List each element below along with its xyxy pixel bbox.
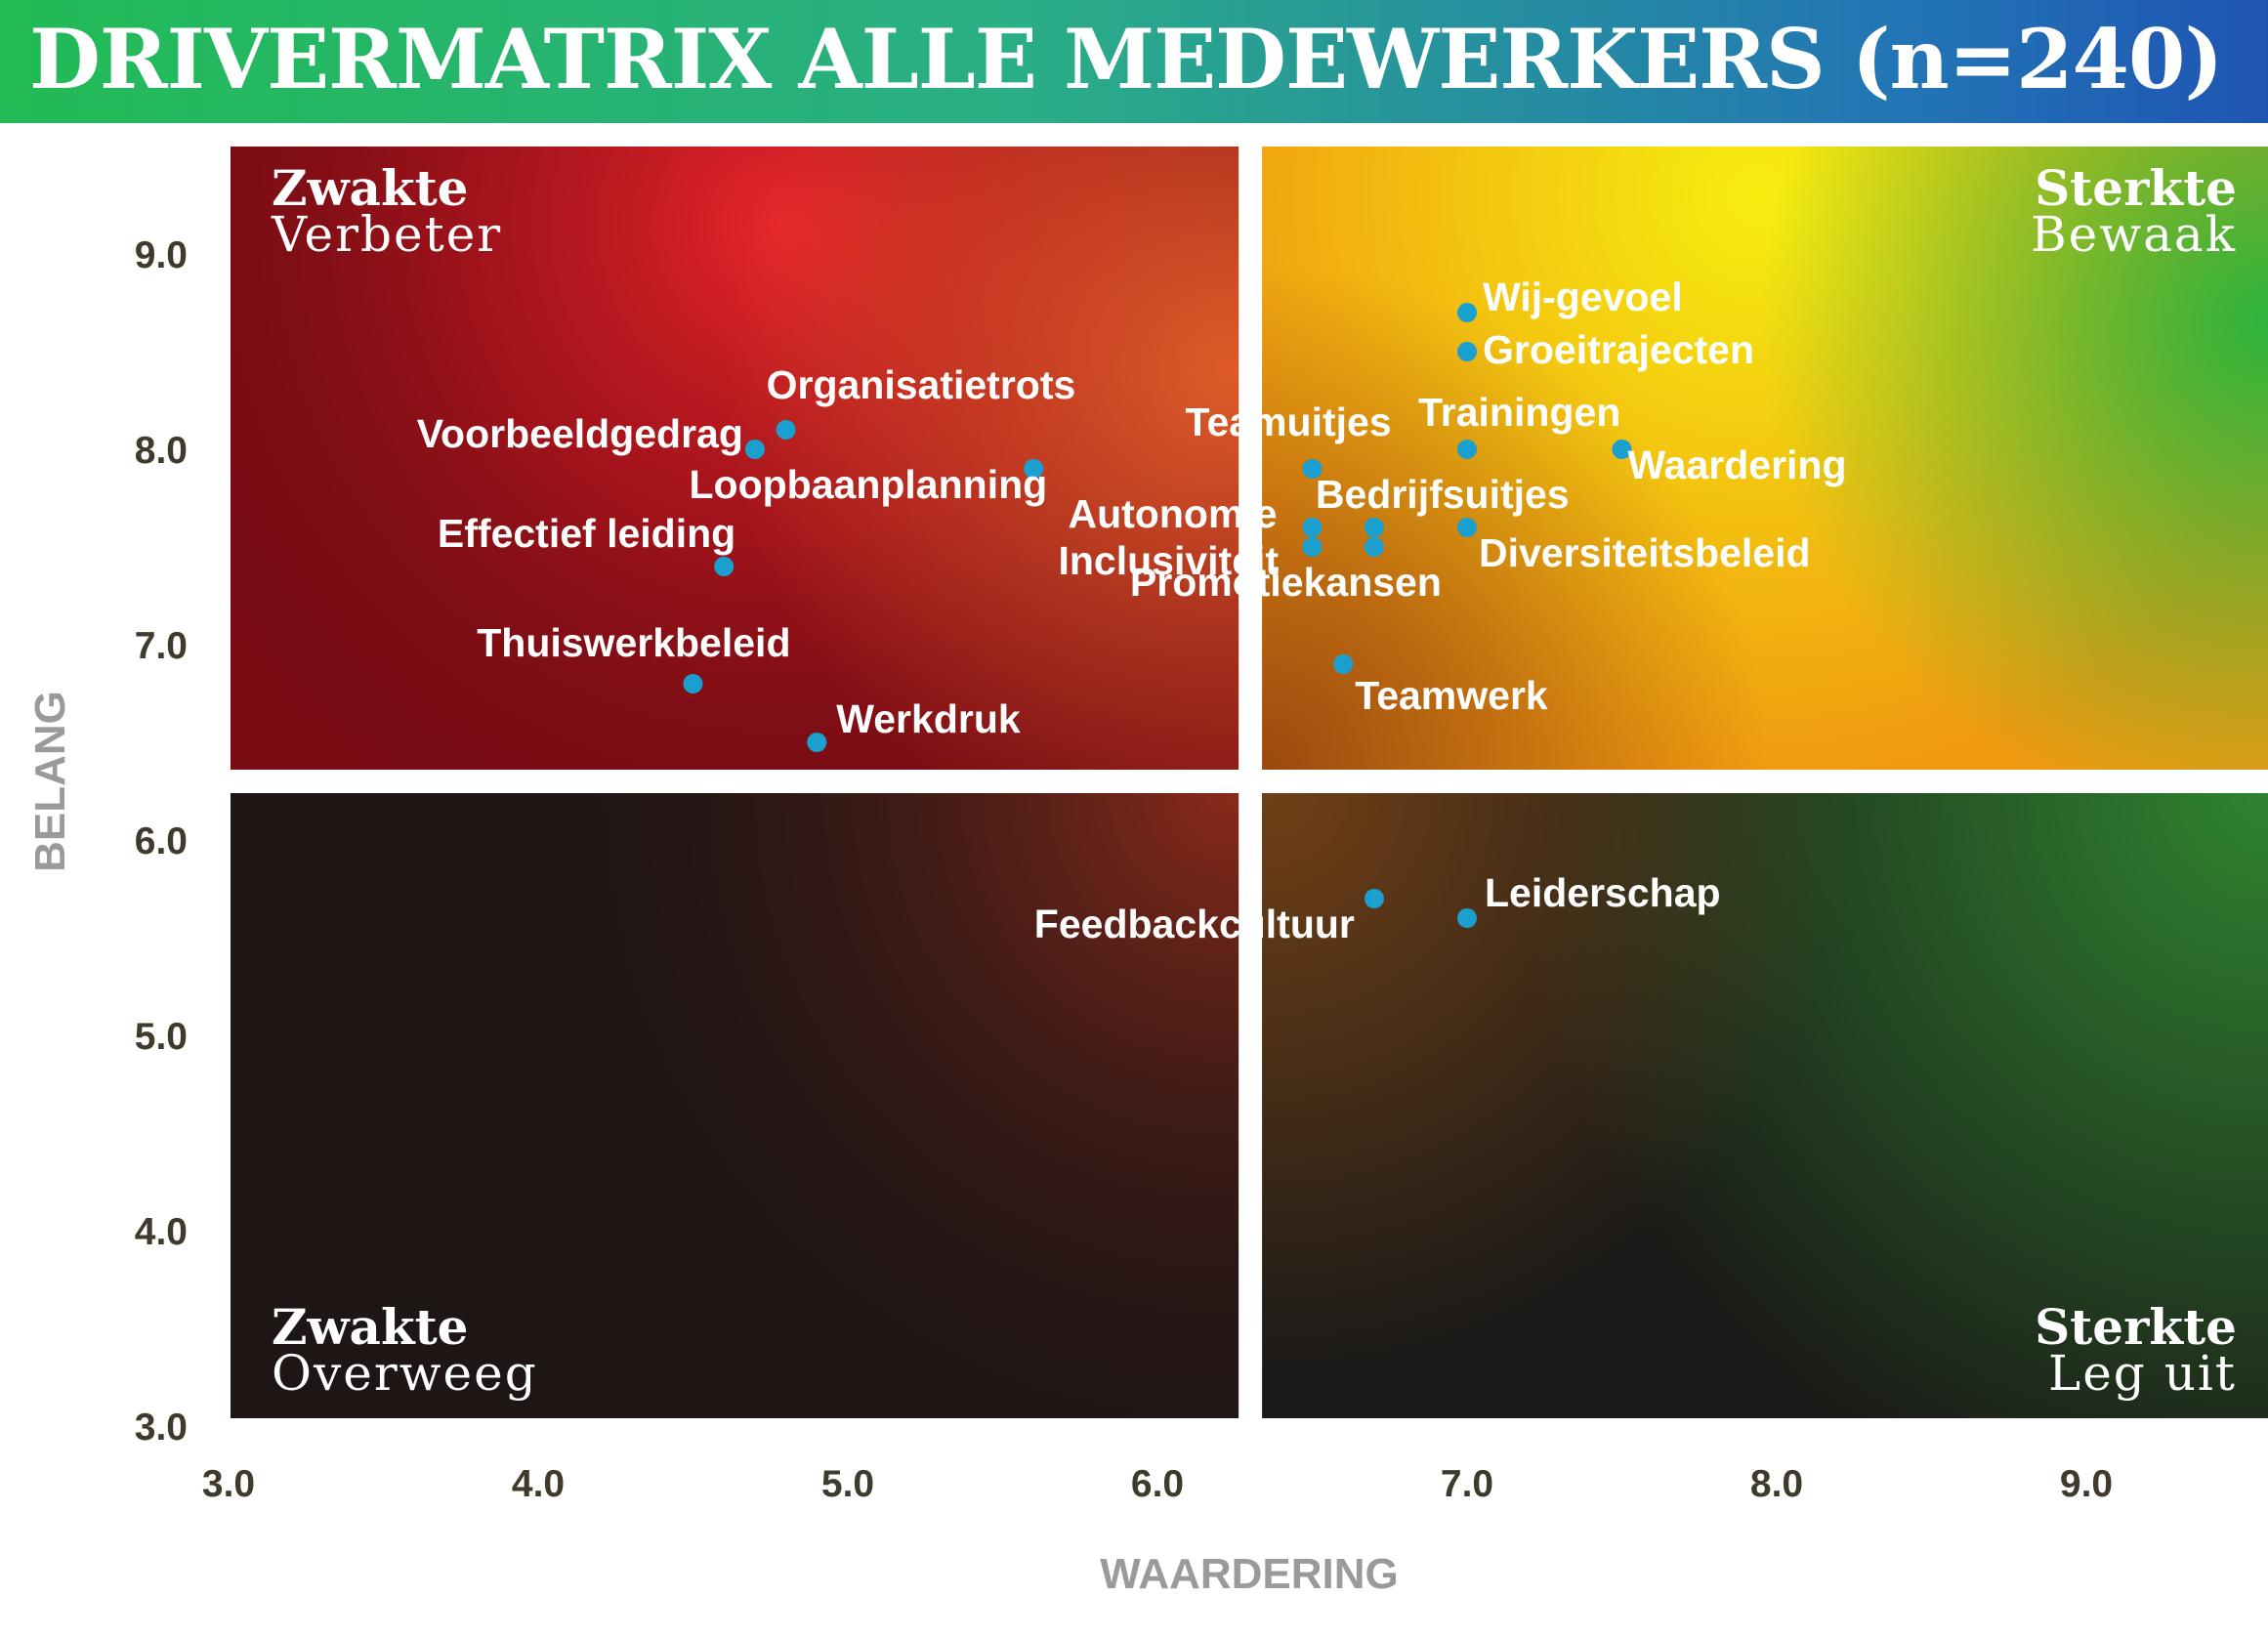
- quadrant-top-right-shade: [1262, 147, 2268, 770]
- data-point: [1364, 537, 1384, 557]
- quadrant-label-top-left-sub: Verbeter: [271, 206, 502, 263]
- y-axis-title: BELANG: [26, 691, 74, 872]
- y-tick-label: 9.0: [135, 234, 188, 276]
- data-point-label: Werkdruk: [836, 696, 1021, 741]
- data-point-label: Teamuitjes: [1186, 399, 1392, 444]
- data-point-label: Loopbaanplanning: [690, 462, 1048, 507]
- data-points: Wij-gevoel Groeitrajecten Organisatietrots…: [417, 274, 1847, 946]
- quadrant-bottom-right-glow: [1262, 793, 2268, 1418]
- data-point: [714, 557, 735, 576]
- y-tick-label: 4.0: [135, 1211, 188, 1253]
- x-tick-label: 8.0: [1750, 1463, 1803, 1505]
- x-tick-label: 3.0: [202, 1463, 255, 1505]
- quadrant-label-bottom-left-sub: Overweeg: [272, 1345, 538, 1402]
- data-point: [1457, 440, 1477, 459]
- data-point: [1302, 518, 1323, 537]
- data-point: [683, 674, 703, 693]
- x-tick-label: 5.0: [821, 1463, 874, 1505]
- data-point: [1457, 908, 1477, 928]
- data-point: [776, 420, 796, 440]
- data-point: [1364, 518, 1384, 537]
- data-point-label: Leiderschap: [1485, 870, 1721, 915]
- data-point-label: Bedrijfsuitjes: [1316, 472, 1570, 517]
- y-tick-label: 5.0: [135, 1016, 188, 1058]
- data-point: [1302, 537, 1323, 557]
- data-point-label: Promotiekansen: [1130, 560, 1442, 605]
- data-point-label: Effectief leiding: [438, 511, 735, 556]
- data-point-label: Feedbackcultuur: [1034, 902, 1355, 946]
- data-point-label: Inclusiviteit: [1059, 538, 1280, 583]
- chart-title: DRIVERMATRIX ALLE MEDEWERKERS (n=240): [29, 11, 2223, 107]
- data-point-label: Wij-gevoel: [1483, 274, 1683, 319]
- data-point: [807, 733, 827, 752]
- title-bar: DRIVERMATRIX ALLE MEDEWERKERS (n=240): [0, 0, 2268, 123]
- y-tick-label: 6.0: [135, 820, 188, 862]
- data-point-label: Voorbeeldgedrag: [417, 411, 743, 456]
- quadrant-label-bottom-right-head: Sterkte: [2035, 1298, 2237, 1356]
- data-point: [1612, 440, 1632, 459]
- data-point-label: Teamwerk: [1355, 673, 1548, 718]
- data-point-label: Thuiswerkbeleid: [477, 620, 790, 665]
- data-point-label: Diversiteitsbeleid: [1479, 530, 1811, 575]
- y-tick-label: 3.0: [135, 1407, 188, 1449]
- quadrant-bottom-left-glow: [231, 793, 1239, 1418]
- data-point: [1302, 459, 1323, 479]
- quadrant-label-bottom-left-head: Zwakte: [272, 1298, 469, 1356]
- quadrant-label-top-left-head: Zwakte: [272, 159, 469, 217]
- data-point-label: Organisatietrots: [767, 362, 1076, 407]
- axes: 3.0 4.0 5.0 6.0 7.0 8.0 9.0 3.0 4.0 5.0 6.0 7.0 8.0 9…: [26, 234, 2113, 1598]
- data-point-label: Waardering: [1628, 442, 1847, 487]
- quadrant-backgrounds: [231, 147, 2268, 1418]
- data-point-label: Autonomie: [1069, 491, 1278, 536]
- x-tick-label: 4.0: [512, 1463, 565, 1505]
- quadrant-label-bottom-right-sub: Leg uit: [2048, 1345, 2237, 1402]
- x-tick-label: 9.0: [2060, 1463, 2113, 1505]
- quadrant-top-left-orange: [231, 147, 1239, 770]
- data-point-label: Trainingen: [1418, 390, 1620, 435]
- data-point: [1457, 518, 1477, 537]
- y-tick-label: 7.0: [135, 625, 188, 667]
- x-tick-label: 7.0: [1441, 1463, 1493, 1505]
- x-axis-title: WAARDERING: [1100, 1550, 1399, 1598]
- data-point: [1457, 303, 1477, 322]
- data-point-label: Groeitrajecten: [1483, 327, 1754, 372]
- data-point: [1457, 342, 1477, 361]
- quadrant-label-top-right-sub: Bewaak: [2031, 206, 2237, 263]
- quadrant-label-top-right-head: Sterkte: [2035, 159, 2237, 217]
- data-point: [1024, 459, 1044, 479]
- quadrant-labels: ZwakteVerbeterSterkteBewaakZwakteOverwee…: [271, 159, 2237, 1402]
- data-point: [744, 440, 765, 459]
- data-point: [1333, 654, 1354, 674]
- y-tick-label: 8.0: [135, 430, 188, 472]
- data-point: [1364, 889, 1384, 908]
- x-tick-label: 6.0: [1131, 1463, 1184, 1505]
